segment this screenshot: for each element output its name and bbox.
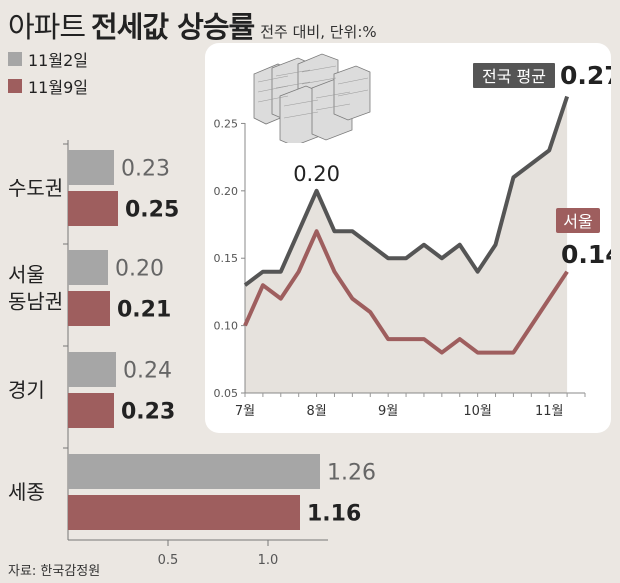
legend-swatch-nov9 (8, 79, 22, 93)
line-y-tick-label: 0.05 (214, 387, 239, 400)
bar-value-label: 0.20 (115, 257, 164, 282)
line-y-tick-label: 0.25 (214, 117, 239, 130)
bar-value-label: 0.23 (121, 157, 170, 182)
bar-nov9 (68, 291, 110, 326)
line-x-tick-label: 7월 (235, 404, 255, 419)
category-label: 세종 (8, 480, 45, 504)
apartment-buildings-icon (253, 53, 371, 143)
line-chart: 0.05 0.10 0.15 0.20 0.25 7월 8월 9월 10월 11월 0.20 전국 평… (214, 61, 612, 419)
seoul-line (243, 229, 569, 355)
national-average-label-box (473, 63, 555, 88)
bar-nov9 (68, 495, 300, 530)
seoul-label-box (556, 208, 600, 233)
line-chart-panel: 0.05 0.10 0.15 0.20 0.25 7월 8월 9월 10월 11월 0.20 전국 평… (205, 43, 611, 433)
legend-swatch-nov2 (8, 52, 22, 66)
line-x-tick-label: 11월 (535, 404, 564, 419)
category-label: 동남권 (8, 290, 63, 314)
line-x-tick-label: 8월 (306, 404, 326, 419)
source-note: 자료: 한국감정원 (8, 564, 101, 579)
legend-item-nov9: 11월9일 (8, 74, 88, 98)
seoul-end-value: 0.14 (561, 240, 611, 269)
line-y-tick-label: 0.10 (214, 320, 239, 333)
bar-x-tick-label: 0.5 (158, 553, 179, 568)
bar-nov2 (68, 454, 320, 489)
title-bold: 전세값 상승률 (91, 10, 255, 44)
bar-value-label: 0.25 (125, 198, 179, 223)
national-average-label: 전국 평균 (482, 67, 546, 86)
category-label: 서울 (8, 263, 45, 287)
line-y-tick-label: 0.20 (214, 185, 239, 198)
seoul-label: 서울 (563, 212, 592, 231)
line-area-fill (245, 96, 568, 393)
title-unit: 전주 대비, 단위:% (260, 23, 377, 41)
bar-nov2 (68, 352, 116, 387)
category-label: 경기 (8, 378, 45, 402)
title-main: 아파트 (8, 10, 86, 44)
national-average-end-value: 0.27 (560, 61, 611, 90)
legend-item-nov2: 11월2일 (8, 47, 88, 71)
national-average-line (243, 95, 570, 287)
line-x-tick-label: 9월 (378, 404, 398, 419)
bar-value-label: 1.16 (307, 502, 361, 527)
bar-value-label: 0.24 (123, 359, 172, 384)
legend-label-nov2: 11월2일 (28, 51, 88, 70)
bar-nov2 (68, 250, 108, 285)
bar-nov2 (68, 150, 114, 185)
line-x-tick-label: 10월 (463, 404, 492, 419)
bar-value-label: 0.21 (117, 298, 171, 323)
page-title: 아파트 전세값 상승률 전주 대비, 단위:% (8, 4, 377, 46)
bar-nov9 (68, 393, 114, 428)
legend-label-nov9: 11월9일 (28, 78, 88, 97)
bar-x-tick-label: 1.0 (258, 553, 279, 568)
line-y-tick-label: 0.15 (214, 252, 239, 265)
bar-value-label: 0.23 (121, 400, 175, 425)
category-label: 수도권 (8, 176, 63, 200)
peak-value-label: 0.20 (293, 162, 340, 186)
bar-value-label: 1.26 (327, 461, 376, 486)
bar-nov9 (68, 191, 118, 226)
